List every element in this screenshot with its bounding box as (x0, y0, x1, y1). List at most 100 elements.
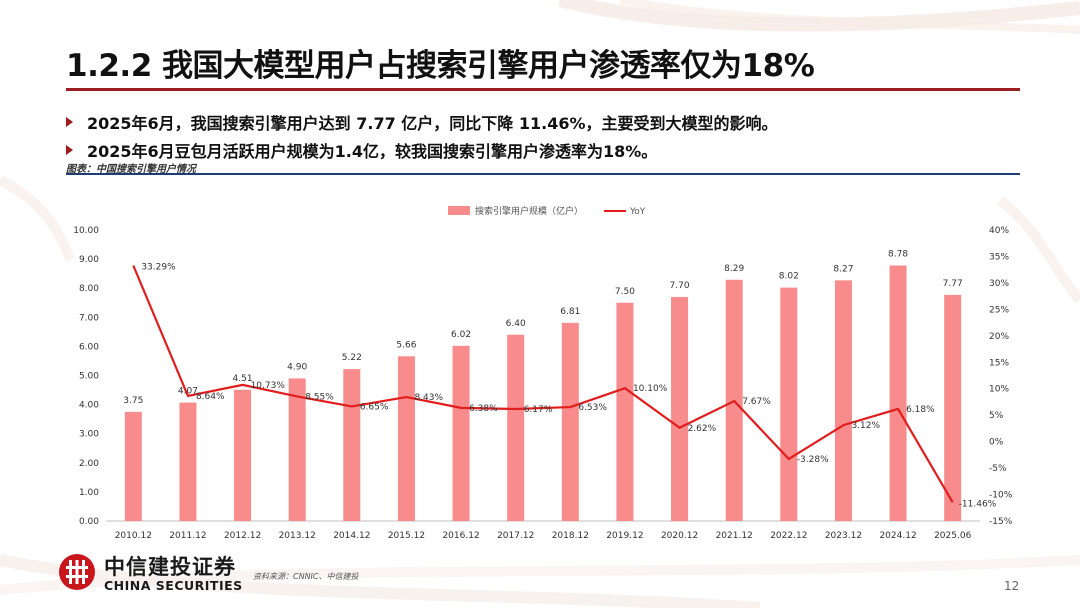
y-left-tick-label: 1.00 (79, 488, 99, 498)
y-right-tick-label: 15% (989, 358, 1009, 368)
bar (234, 389, 252, 521)
y-left-tick-label: 7.00 (79, 313, 99, 323)
line-data-label: 6.53% (578, 403, 607, 413)
legend-bar-label: 搜索引擎用户规模（亿户） (475, 205, 583, 217)
x-tick-label: 2020.12 (661, 531, 698, 541)
x-tick-label: 2015.12 (388, 531, 425, 541)
line-data-label: 7.67% (742, 397, 771, 407)
line-data-label: 10.10% (633, 384, 668, 394)
bar-data-label: 7.70 (670, 281, 690, 291)
x-tick-label: 2014.12 (333, 531, 370, 541)
x-tick-label: 2017.12 (497, 531, 534, 541)
bar-data-label: 7.50 (615, 287, 635, 297)
bar (507, 334, 525, 521)
y-right-tick-label: 0% (989, 438, 1004, 448)
title-underline (66, 88, 1020, 91)
x-tick-label: 2013.12 (279, 531, 316, 541)
x-tick-label: 2021.12 (716, 531, 753, 541)
x-tick-label: 2022.12 (770, 531, 807, 541)
y-right-tick-label: 35% (989, 252, 1009, 262)
bar (616, 302, 634, 521)
y-left-tick-label: 5.00 (79, 372, 99, 382)
y-right-tick-label: 5% (989, 411, 1004, 421)
bullet-item: 2025年6月，我国搜索引擎用户达到 7.77 亿户，同比下降 11.46%，主… (66, 108, 778, 136)
y-right-tick-label: -15% (989, 517, 1013, 527)
y-left-tick-label: 2.00 (79, 459, 99, 469)
bar (834, 280, 852, 521)
y-right-tick-label: -5% (989, 464, 1007, 474)
bullet-arrow-icon (66, 145, 73, 155)
y-right-tick-label: -10% (989, 491, 1013, 501)
y-left-tick-label: 0.00 (79, 517, 99, 527)
line-data-label: -11.46% (959, 499, 997, 509)
logo-text-cn: 中信建投证券 (104, 555, 236, 579)
bullet-item: 2025年6月豆包月活跃用户规模为1.4亿，较我国搜索引擎用户渗透率为18%。 (66, 136, 778, 164)
yoy-line (132, 265, 954, 503)
bar (944, 294, 962, 521)
bar-data-label: 4.51 (233, 374, 253, 384)
x-tick-label: 2019.12 (606, 531, 643, 541)
line-data-label: 8.43% (414, 393, 443, 403)
x-tick-label: 2011.12 (169, 531, 206, 541)
bar-data-label: 6.81 (560, 307, 580, 317)
bar (780, 287, 798, 521)
line-data-label: -3.28% (797, 455, 829, 465)
bar (397, 356, 415, 521)
y-right-tick-label: 25% (989, 305, 1009, 315)
line-data-label: 6.17% (524, 405, 553, 415)
y-left-tick-label: 4.00 (79, 401, 99, 411)
y-right-tick-label: 10% (989, 385, 1009, 395)
bar-data-label: 6.40 (506, 319, 526, 329)
y-left-tick-label: 10.00 (73, 226, 99, 236)
x-tick-label: 2012.12 (224, 531, 261, 541)
bar-data-label: 4.07 (178, 387, 198, 397)
y-left-tick-label: 3.00 (79, 430, 99, 440)
x-tick-label: 2018.12 (552, 531, 589, 541)
line-data-label: 10.73% (251, 381, 286, 391)
bar (671, 296, 689, 521)
legend-bar-swatch (448, 206, 470, 215)
y-left-tick-label: 8.00 (79, 284, 99, 294)
line-data-label: 3.12% (851, 421, 880, 431)
y-right-tick-label: 40% (989, 226, 1009, 236)
page-title: 1.2.2 我国大模型用户占搜索引擎用户渗透率仅为18% (66, 48, 815, 84)
y-left-tick-label: 6.00 (79, 342, 99, 352)
line-data-label: 6.38% (469, 404, 498, 414)
line-data-label: 2.62% (688, 424, 717, 434)
x-tick-label: 2023.12 (825, 531, 862, 541)
caption-rule (66, 173, 1020, 175)
line-data-label: 6.65% (360, 402, 389, 412)
line-data-label: 33.29% (141, 263, 176, 273)
bar (561, 322, 579, 521)
line-data-label: 8.64% (196, 392, 225, 402)
bar-data-label: 8.27 (833, 264, 853, 274)
bar (343, 369, 361, 521)
chart-caption: 图表：中国搜索引擎用户情况 (66, 164, 196, 175)
x-tick-label: 2024.12 (879, 531, 916, 541)
bar-data-label: 5.22 (342, 353, 362, 363)
bar-data-label: 8.29 (724, 264, 744, 274)
y-right-tick-label: 30% (989, 279, 1009, 289)
x-tick-label: 2016.12 (442, 531, 479, 541)
bar (889, 265, 907, 521)
bar-data-label: 8.02 (779, 272, 799, 282)
y-left-tick-label: 9.00 (79, 255, 99, 265)
line-data-label: 8.55% (305, 392, 334, 402)
bar (124, 411, 142, 521)
bar-data-label: 7.77 (943, 279, 963, 289)
bar (288, 378, 306, 521)
x-tick-label: 2010.12 (115, 531, 152, 541)
x-tick-label: 2025.06 (934, 531, 971, 541)
bar-data-label: 3.75 (123, 396, 143, 406)
bar-data-label: 5.66 (396, 340, 416, 350)
page-number: 12 (1004, 579, 1020, 593)
y-right-tick-label: 20% (989, 332, 1009, 342)
logo-text-en: CHINA SECURITIES (104, 578, 243, 593)
bar (179, 402, 197, 521)
bullet-text: 2025年6月豆包月活跃用户规模为1.4亿，较我国搜索引擎用户渗透率为18%。 (87, 142, 658, 161)
legend-line-label: YoY (629, 207, 646, 217)
bullet-text: 2025年6月，我国搜索引擎用户达到 7.77 亿户，同比下降 11.46%，主… (87, 114, 778, 133)
bar-data-label: 4.90 (287, 362, 307, 372)
bar-data-label: 6.02 (451, 330, 471, 340)
